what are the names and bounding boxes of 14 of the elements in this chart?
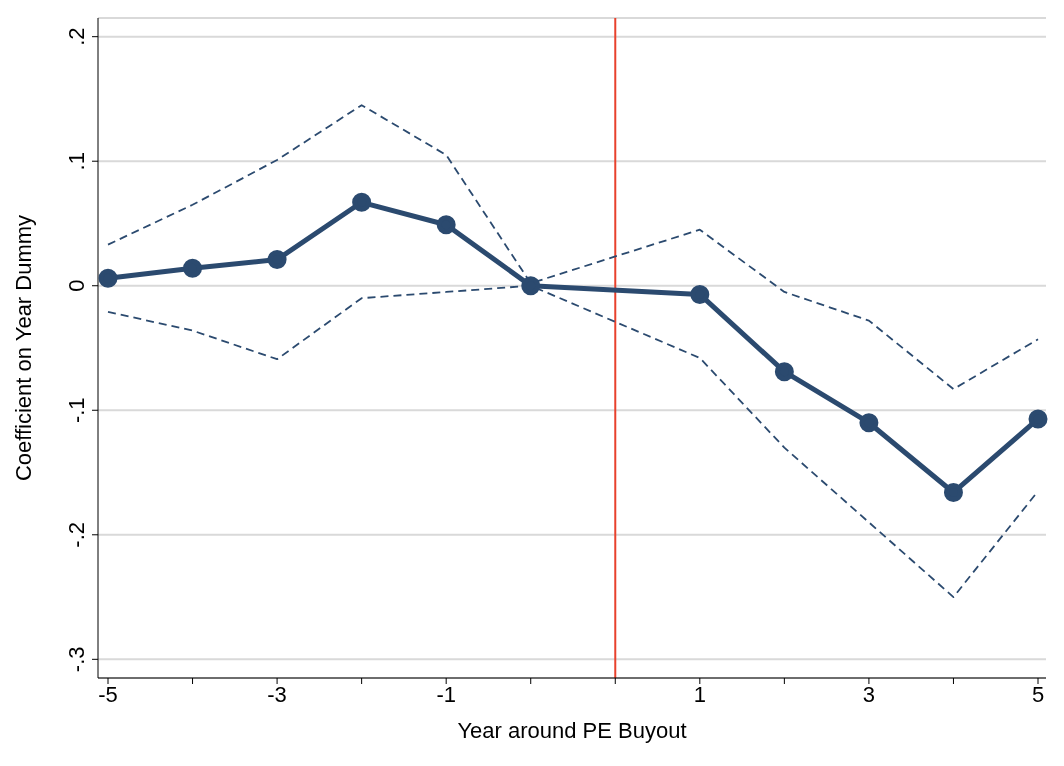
x-tick-label: -3 <box>267 681 287 707</box>
y-axis-title: Coefficient on Year Dummy <box>10 214 36 482</box>
y-tick-label: -.1 <box>64 397 89 424</box>
x-tick-label: -1 <box>436 681 456 707</box>
y-tick-label: .1 <box>64 152 89 171</box>
y-tick-label: .2 <box>64 27 89 46</box>
x-tick-label: 5 <box>1031 681 1045 707</box>
x-tick-label: 1 <box>693 681 706 707</box>
x-tick-label: -5 <box>98 681 118 707</box>
y-tick-label: 0 <box>64 279 89 292</box>
x-tick-label: 3 <box>862 681 876 707</box>
x-axis-title: Year around PE Buyout <box>457 718 687 743</box>
y-tick-label: -.3 <box>64 646 89 673</box>
y-tick-label: -.2 <box>64 521 89 548</box>
